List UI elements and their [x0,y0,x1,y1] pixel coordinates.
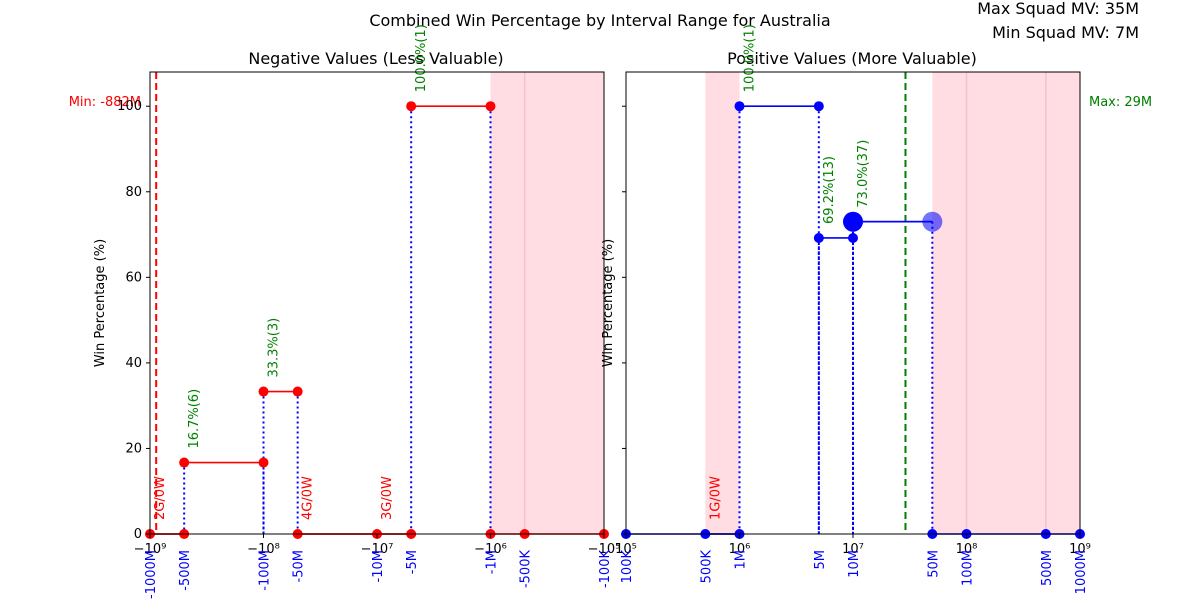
data-point [292,386,303,397]
boundary-label: 5M [813,550,828,570]
boundary-label: 500M [1040,550,1055,586]
segment-label: 4G/0W [301,476,316,520]
min-squad-label: Min Squad MV: 7M [992,23,1139,42]
segment-label: 100.0%(1) [414,24,429,92]
segment-label: 2G/0W [153,476,168,520]
positive-panel-title: Positive Values (More Valuable) [727,49,977,68]
x-tick-label: −10⁸ [247,542,280,557]
positive-values-panel: Positive Values (More Valuable) Win Perc… [601,24,1152,594]
segment-label: 3G/0W [380,476,395,520]
data-point [179,457,190,468]
y-tick-label: 80 [125,185,142,200]
segment-label: 16.7%(6) [187,389,202,449]
data-point [734,101,745,112]
x-tick-label: −10⁹ [134,542,167,557]
data-point [406,101,417,112]
boundary-label: -100M [258,550,273,591]
data-point [258,457,269,468]
x-tick-label: −10⁷ [361,542,394,557]
data-point [848,232,858,243]
segment-label: 69.2%(13) [822,156,837,224]
x-tick-label: 10⁹ [1069,542,1091,557]
data-point [813,101,824,112]
shaded-range [932,72,1080,534]
x-tick-label: 10⁶ [729,542,751,557]
boundary-label: 1M [734,550,749,570]
y-tick-label: 0 [134,527,142,542]
boundary-label: -1000M [144,550,159,599]
shaded-range [705,72,740,534]
segment-label: 100.0%(1) [743,24,758,92]
boundary-label: 100K [620,550,635,584]
x-tick-label: 10⁸ [956,542,978,557]
boundary-label: -100K [598,550,613,589]
boundary-label: 1000M [1074,550,1089,594]
x-tick-label: 10⁷ [842,542,864,557]
reference-line-label: Max: 29M [1089,95,1152,110]
boundary-label: -5M [405,550,420,574]
data-point [258,386,269,397]
reference-line-label: Min: -882M [69,95,141,110]
y-tick-label: 40 [125,356,142,371]
boundary-label: 100M [961,550,976,586]
segment-label: 33.3%(3) [267,318,282,378]
boundary-label: -500K [519,550,534,589]
x-tick-label: 10⁵ [615,542,637,557]
max-squad-label: Max Squad MV: 35M [977,0,1139,18]
boundary-label: -1M [485,550,500,574]
boundary-label: -500M [178,550,193,591]
boundary-label: 10M [847,550,862,578]
boundary-label: 500K [699,550,714,584]
x-tick-label: −10⁵ [588,542,621,557]
figure-title: Combined Win Percentage by Interval Rang… [369,11,830,30]
negative-panel-title: Negative Values (Less Valuable) [248,49,503,68]
boundary-label: -50M [292,550,307,582]
data-point [485,101,496,112]
y-tick-label: 100 [117,99,142,114]
negative-values-panel: Negative Values (Less Valuable) Win Perc… [69,24,621,599]
x-tick-label: −10⁶ [474,542,507,557]
data-point [813,232,824,243]
segment-label: 73.0%(37) [856,140,871,208]
boundary-label: 50M [926,550,941,578]
y-tick-label: 20 [125,441,142,456]
shaded-range [490,72,604,534]
negative-y-axis-label: Win Percentage (%) [93,239,108,367]
segment-label: 1G/0W [708,476,723,520]
boundary-label: -10M [371,550,386,582]
positive-y-axis-label: Win Percentage (%) [601,239,616,367]
y-tick-label: 60 [125,270,142,285]
